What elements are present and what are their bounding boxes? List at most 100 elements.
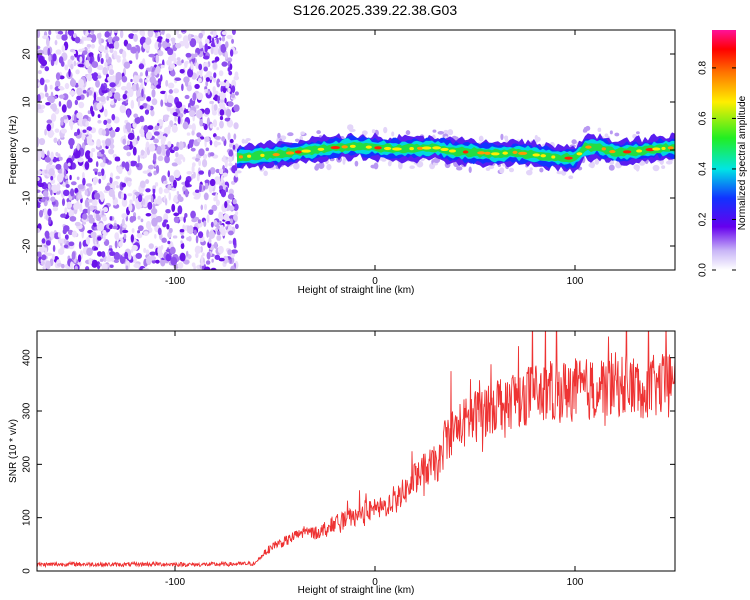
noise-speckle <box>220 91 226 99</box>
ridge-hotspot <box>518 151 528 155</box>
noise-speckle <box>218 185 223 190</box>
noise-speckle <box>66 157 73 165</box>
noise-speckle <box>209 76 214 80</box>
noise-speckle <box>137 97 141 107</box>
noise-speckle <box>214 136 221 140</box>
noise-speckle <box>126 43 132 51</box>
noise-speckle <box>186 84 192 92</box>
noise-speckle <box>209 178 216 187</box>
noise-speckle <box>211 258 214 263</box>
noise-speckle <box>198 63 203 71</box>
noise-speckle <box>145 249 150 255</box>
noise-speckle <box>213 219 218 225</box>
noise-speckle <box>70 63 74 70</box>
noise-speckle <box>216 38 219 44</box>
noise-speckle <box>145 220 152 230</box>
noise-speckle <box>202 252 205 257</box>
noise-speckle <box>61 167 65 176</box>
noise-speckle <box>97 251 103 257</box>
noise-speckle <box>167 140 172 148</box>
noise-speckle <box>152 56 155 62</box>
noise-speckle <box>194 245 202 254</box>
ridge-halo-speckle <box>383 126 388 134</box>
noise-speckle <box>184 94 190 100</box>
noise-speckle <box>132 215 137 222</box>
p1-ytick-label: 10 <box>22 96 33 108</box>
noise-speckle <box>44 92 49 98</box>
noise-speckle <box>111 113 116 121</box>
noise-speckle <box>165 253 172 262</box>
noise-speckle <box>126 151 132 157</box>
noise-speckle <box>97 75 102 79</box>
noise-speckle <box>177 154 184 160</box>
noise-speckle <box>174 77 182 81</box>
noise-speckle <box>209 152 215 157</box>
noise-speckle <box>95 96 101 102</box>
noise-speckle <box>141 88 144 98</box>
noise-speckle <box>177 116 181 125</box>
ridge-hotspot <box>365 145 372 149</box>
noise-speckle <box>87 208 91 216</box>
p1-xtick-label: 100 <box>567 276 584 287</box>
noise-speckle <box>61 34 68 41</box>
noise-speckle <box>91 199 98 207</box>
ridge-halo-speckle <box>263 170 268 177</box>
noise-speckle <box>139 84 143 92</box>
noise-speckle <box>193 171 196 179</box>
noise-speckle <box>58 85 64 90</box>
noise-speckle <box>58 156 63 161</box>
noise-speckle <box>145 131 153 140</box>
noise-speckle <box>126 82 132 91</box>
colorbar: 0.0 0.2 0.4 0.6 0.8 Normalized spectral ampl… <box>698 30 748 277</box>
noise-speckle <box>45 240 51 246</box>
noise-speckle <box>204 107 211 115</box>
noise-speckle <box>165 79 169 87</box>
noise-speckle <box>75 148 81 158</box>
noise-speckle <box>127 193 133 197</box>
noise-speckle <box>186 225 190 234</box>
noise-speckle <box>156 145 162 155</box>
noise-speckle <box>61 263 65 269</box>
noise-speckle <box>129 199 133 204</box>
noise-speckle <box>63 244 69 249</box>
noise-speckle <box>204 89 208 94</box>
noise-speckle <box>109 143 115 149</box>
noise-speckle <box>177 205 183 215</box>
noise-speckle <box>138 63 145 70</box>
noise-speckle <box>226 34 233 40</box>
noise-speckle <box>106 123 112 129</box>
noise-speckle <box>40 150 45 159</box>
ridge-hotspot <box>374 146 382 150</box>
noise-speckle <box>50 175 54 181</box>
noise-speckle <box>228 240 233 245</box>
snr-panel: -100 0 100 0 100 200 300 400 Height of straigh… <box>8 330 676 596</box>
noise-speckle <box>90 231 97 239</box>
noise-speckle <box>149 76 156 84</box>
noise-speckle <box>130 78 133 83</box>
noise-speckle <box>39 245 46 253</box>
ridge-halo-speckle <box>371 129 376 134</box>
noise-speckle <box>225 80 230 89</box>
noise-speckle <box>177 262 184 269</box>
noise-speckle <box>76 143 80 151</box>
noise-speckle <box>167 48 174 56</box>
ridge-hotspot <box>551 155 556 159</box>
ridge-halo-speckle <box>503 135 509 140</box>
noise-speckle <box>132 138 137 147</box>
noise-speckle <box>60 116 65 123</box>
noise-speckle <box>118 240 123 248</box>
noise-speckle <box>151 88 156 98</box>
noise-speckle <box>82 89 87 94</box>
noise-speckle <box>131 228 135 233</box>
noise-speckle <box>119 104 126 114</box>
noise-speckle <box>81 229 85 239</box>
noise-speckle <box>145 213 152 217</box>
noise-speckle <box>233 104 240 112</box>
noise-speckle <box>143 231 149 236</box>
colorbar-tick-label: 0.8 <box>698 61 709 75</box>
noise-speckle <box>168 227 173 234</box>
noise-speckle <box>90 43 96 49</box>
noise-speckle <box>164 155 170 164</box>
noise-speckle <box>124 161 130 171</box>
